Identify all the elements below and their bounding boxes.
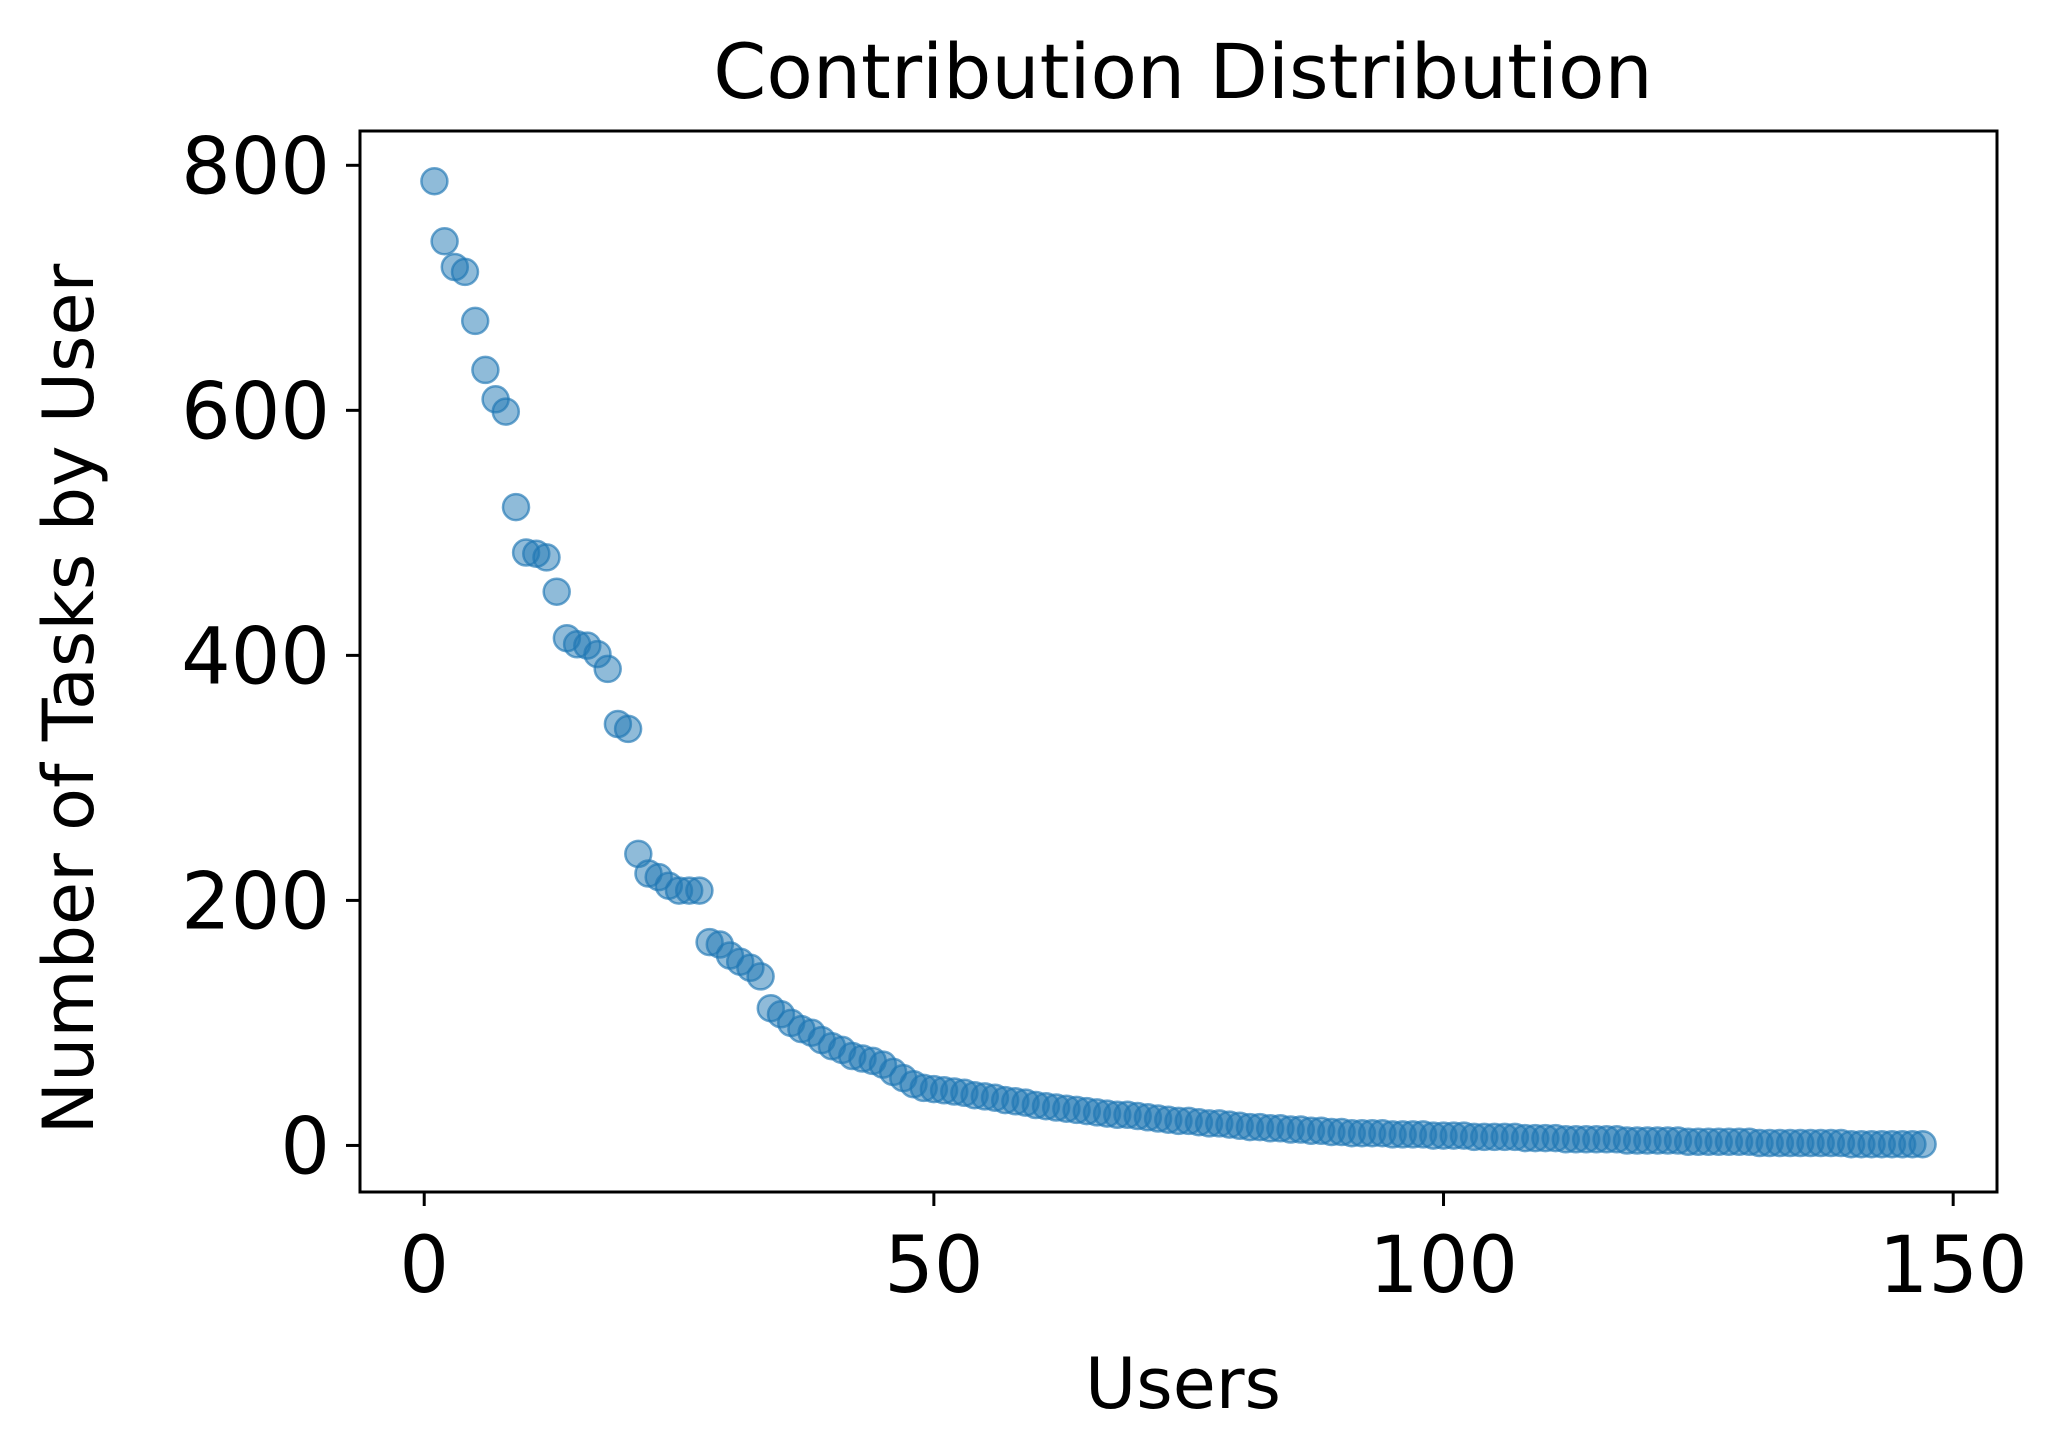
y-tick-label: 400: [181, 612, 330, 702]
data-point: [613, 714, 643, 744]
data-point: [532, 543, 561, 572]
data-point: [1908, 1129, 1937, 1159]
data-point: [471, 355, 500, 385]
y-tick-label: 200: [181, 857, 330, 947]
data-point: [501, 492, 531, 522]
y-tick-label: 600: [181, 367, 330, 457]
chart-title: Contribution Distribution: [713, 27, 1652, 116]
plot-frame: [358, 129, 1999, 1194]
x-tick-label: 50: [884, 1221, 983, 1311]
data-points: [420, 166, 1937, 1159]
x-tick-label: 100: [1369, 1221, 1518, 1311]
x-axis-label: Users: [1085, 1343, 1281, 1425]
y-tick-label: 800: [181, 122, 330, 212]
y-axis-label: Number of Tasks by User: [28, 263, 110, 1134]
data-point: [430, 227, 459, 256]
data-point: [746, 962, 775, 991]
data-point: [593, 654, 622, 684]
data-point: [460, 306, 490, 336]
x-tick-label: 0: [399, 1221, 449, 1311]
data-point: [491, 397, 521, 426]
y-tick-label: 0: [280, 1102, 330, 1192]
axis-ticks: 0 50 100 150 0 200 400 600 800: [181, 122, 2028, 1311]
data-point: [685, 876, 714, 905]
data-point: [450, 257, 480, 287]
x-tick-label: 150: [1879, 1221, 2028, 1311]
data-point: [542, 577, 571, 606]
data-point: [420, 166, 449, 196]
